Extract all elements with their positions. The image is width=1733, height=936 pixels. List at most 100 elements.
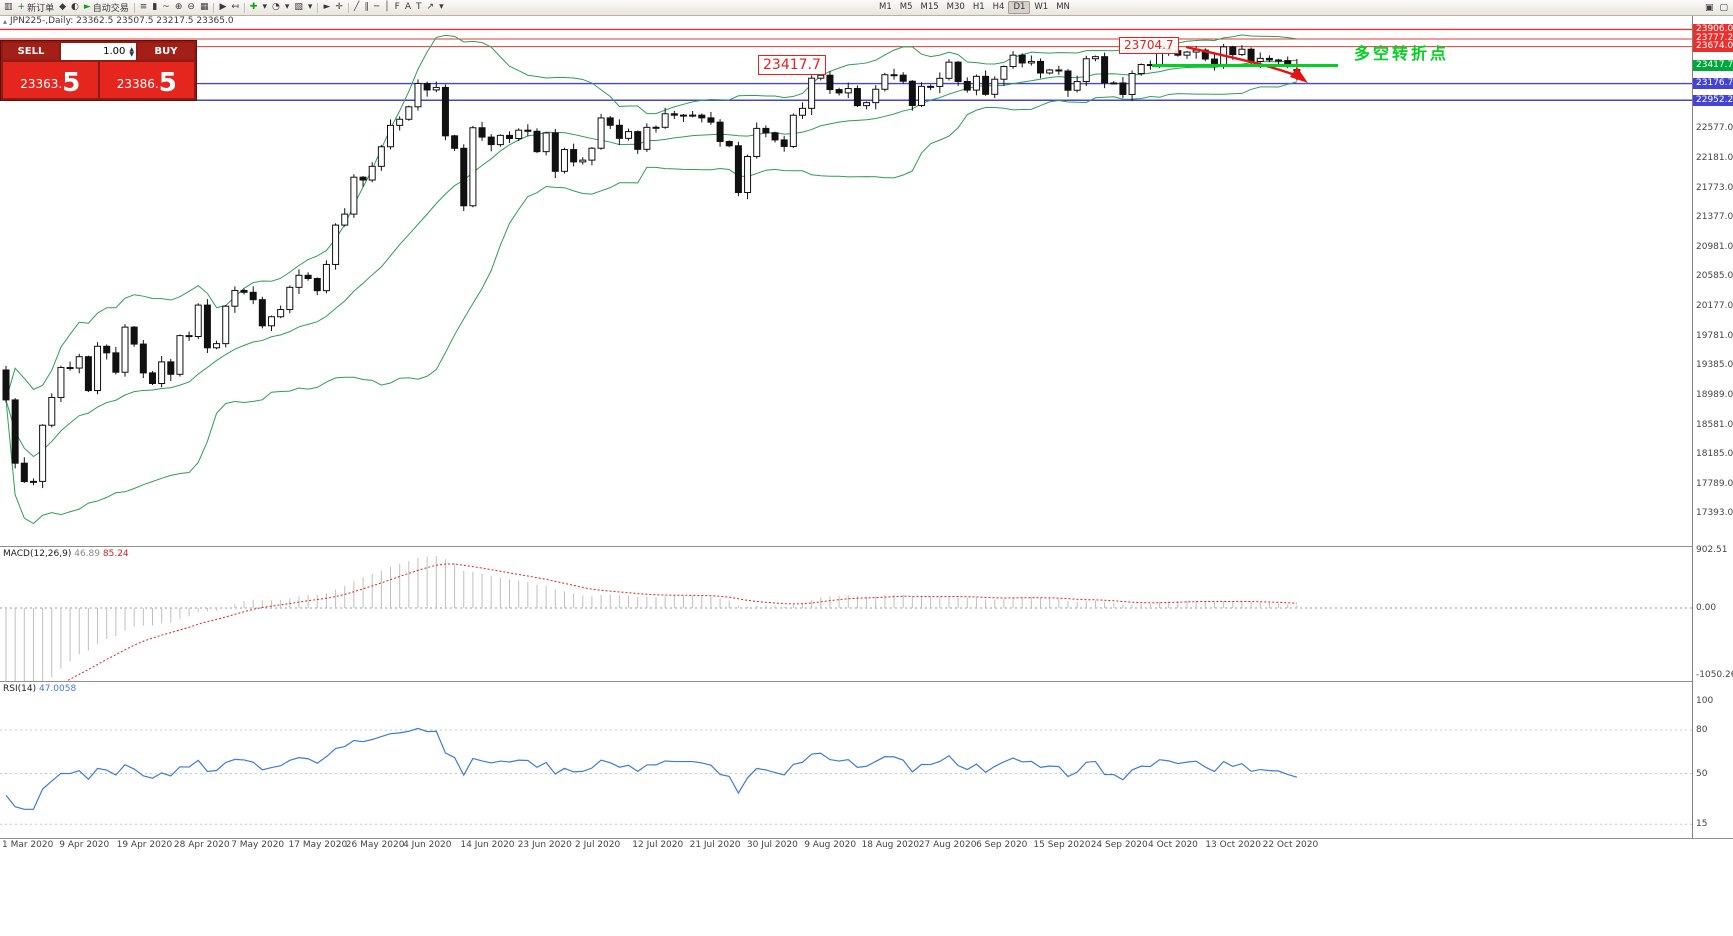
crosshair-button[interactable]: ✛ bbox=[333, 1, 345, 14]
timeframe-h1[interactable]: H1 bbox=[972, 2, 985, 12]
timeframe-d1[interactable]: D1 bbox=[1008, 1, 1031, 14]
price-tag-23906.0: 23906.0 bbox=[1693, 23, 1733, 35]
periods-dropdown-button[interactable]: ▾ bbox=[283, 1, 292, 14]
rsi-scale-label: 15 bbox=[1696, 819, 1708, 830]
candle-chart-icon: ▮ bbox=[152, 2, 158, 12]
lot-size-input[interactable]: 1.00 ▲ ▼ bbox=[61, 43, 136, 60]
toolbar: ▥ + 新订单 ◆ ◐ ► 自动交易 ≡ ▮ ~ ⊕ ⊖ ▦ ▶ ↤ ✚ ▾ ◔ ▾ ▧ ▾ ► ✛ ╱ ∥ ─ │ F A T ↗ ▾ M1… bbox=[0, 0, 1733, 16]
price-axis-label: 18185.0 bbox=[1696, 449, 1733, 460]
new-chart-button[interactable]: ▥ bbox=[2, 1, 15, 14]
lot-spinner[interactable]: ▲ ▼ bbox=[129, 45, 134, 58]
rsi-line bbox=[5, 727, 1298, 810]
vertical-line-icon: │ bbox=[384, 2, 390, 12]
horizontal-line-icon: ─ bbox=[373, 2, 380, 12]
timeframe-m30[interactable]: M30 bbox=[946, 2, 965, 12]
trendline-button[interactable]: ╱ bbox=[352, 1, 361, 14]
macd-panel[interactable] bbox=[0, 547, 1692, 681]
date-label: 12 Jul 2020 bbox=[632, 840, 684, 850]
zoom-out-button[interactable]: ⊖ bbox=[185, 1, 197, 14]
lot-increase-icon[interactable]: ▲ bbox=[129, 45, 134, 53]
dock-window-icon[interactable]: ▣ bbox=[1704, 2, 1714, 13]
zoom-in-button[interactable]: ⊕ bbox=[173, 1, 185, 14]
price-chart[interactable] bbox=[0, 15, 1692, 546]
templates-dropdown-button[interactable]: ▾ bbox=[306, 1, 315, 14]
time-axis[interactable]: 1 Mar 2020 9 Apr 2020 19 Apr 2020 28 Apr 20… bbox=[0, 840, 1692, 853]
sell-button[interactable]: SELL bbox=[3, 43, 59, 60]
timeframe-mn[interactable]: MN bbox=[1056, 2, 1070, 12]
periods-dropdown-icon: ▾ bbox=[284, 2, 290, 12]
price-axis[interactable]: 22577.0 22181.0 21773.0 21377.0 20981.0 20585… bbox=[1692, 15, 1733, 838]
bar-chart-button[interactable]: ≡ bbox=[138, 1, 150, 14]
timeframe-w1[interactable]: W1 bbox=[1034, 2, 1049, 12]
timeframe-m15[interactable]: M15 bbox=[920, 2, 939, 12]
fibonacci-button[interactable]: F bbox=[393, 1, 402, 14]
rsi-value: 47.0058 bbox=[38, 684, 77, 694]
line-chart-icon: ~ bbox=[162, 2, 170, 12]
horizontal-line-button[interactable]: ─ bbox=[372, 1, 381, 14]
timeframe-h4[interactable]: H4 bbox=[992, 2, 1005, 12]
price-tag-23777.2: 23777.2 bbox=[1693, 33, 1733, 45]
toolbar-separator bbox=[213, 2, 215, 13]
text-label-button[interactable]: T bbox=[414, 1, 424, 14]
new-window-icon[interactable]: ▢ bbox=[1719, 2, 1728, 13]
text-button[interactable]: A bbox=[403, 1, 413, 14]
toolbar-separator bbox=[317, 2, 319, 13]
text-icon: A bbox=[404, 2, 412, 12]
price-axis-label: 19781.0 bbox=[1696, 330, 1733, 341]
rsi-name: RSI(14) bbox=[3, 684, 37, 694]
arrows-dropdown-button[interactable]: ▾ bbox=[437, 1, 446, 14]
cursor-button[interactable]: ► bbox=[321, 1, 332, 14]
toolbar-separator bbox=[347, 2, 349, 13]
channel-button[interactable]: ∥ bbox=[362, 1, 371, 14]
buy-price-big-digit: 5 bbox=[158, 68, 177, 98]
periods-button[interactable]: ◔ bbox=[270, 1, 282, 14]
price-annotation-23417[interactable]: 23417.7 bbox=[758, 55, 826, 75]
market-watch-button[interactable]: ◐ bbox=[69, 1, 81, 14]
templates-button[interactable]: ▧ bbox=[292, 1, 305, 14]
candle-chart-button[interactable]: ▮ bbox=[150, 1, 159, 14]
rsi-panel[interactable] bbox=[0, 682, 1692, 837]
autoscroll-button[interactable]: ▶ bbox=[217, 1, 228, 14]
panel-separator[interactable] bbox=[0, 681, 1733, 682]
lot-decrease-icon[interactable]: ▼ bbox=[129, 50, 134, 58]
price-tag-23674.0: 23674.0 bbox=[1693, 41, 1733, 53]
timeframe-m5[interactable]: M5 bbox=[899, 2, 913, 12]
bollinger-upper bbox=[5, 34, 1297, 401]
bollinger-middle bbox=[5, 59, 1297, 458]
panel-separator[interactable] bbox=[0, 546, 1733, 547]
trendline-icon: ╱ bbox=[353, 2, 360, 12]
turning-point-line[interactable] bbox=[1152, 64, 1338, 67]
indicators-icon: ✚ bbox=[249, 2, 258, 12]
buy-price[interactable]: 23386. 5 bbox=[99, 62, 194, 98]
new-order-button[interactable]: + 新订单 bbox=[16, 1, 57, 14]
date-label: 24 Sep 2020 bbox=[1090, 840, 1148, 850]
sell-price-main: 23363. bbox=[20, 77, 63, 91]
chart-shift-button[interactable]: ↤ bbox=[229, 1, 241, 14]
date-label: 13 Oct 2020 bbox=[1205, 840, 1261, 850]
vertical-line-button[interactable]: │ bbox=[382, 1, 391, 14]
buy-button[interactable]: BUY bbox=[138, 43, 194, 60]
bar-chart-icon: ≡ bbox=[139, 2, 148, 12]
autotrading-button[interactable]: ► 自动交易 bbox=[82, 1, 131, 14]
price-axis-label: 20177.0 bbox=[1696, 301, 1733, 312]
sell-price[interactable]: 23363. 5 bbox=[3, 62, 98, 98]
date-label: 23 Jun 2020 bbox=[517, 840, 572, 850]
tile-windows-button[interactable]: ▦ bbox=[198, 1, 211, 14]
panel-separator[interactable] bbox=[0, 838, 1733, 839]
metaeditor-button[interactable]: ◆ bbox=[57, 1, 68, 14]
price-annotation-23704[interactable]: 23704.7 bbox=[1119, 37, 1179, 54]
timeframe-m1[interactable]: M1 bbox=[879, 2, 892, 12]
rsi-scale-label: 100 bbox=[1696, 696, 1714, 706]
macd-name: MACD(12,26,9) bbox=[3, 549, 72, 559]
arrows-button[interactable]: ↗ bbox=[425, 1, 437, 14]
autoscroll-icon: ▶ bbox=[219, 2, 227, 12]
price-axis-label: 19385.0 bbox=[1696, 360, 1733, 371]
indicators-dropdown-button[interactable]: ▾ bbox=[260, 1, 269, 14]
trend-arrow[interactable] bbox=[1185, 45, 1301, 79]
new-chart-icon: ▥ bbox=[4, 2, 13, 12]
macd-signal-value: 85.24 bbox=[102, 549, 129, 559]
toolbar-right-group: ▣ ▢ bbox=[1703, 1, 1730, 14]
macd-label: MACD(12,26,9) 46.89 85.24 bbox=[3, 549, 129, 559]
indicators-button[interactable]: ✚ bbox=[248, 1, 260, 14]
line-chart-button[interactable]: ~ bbox=[160, 1, 172, 14]
